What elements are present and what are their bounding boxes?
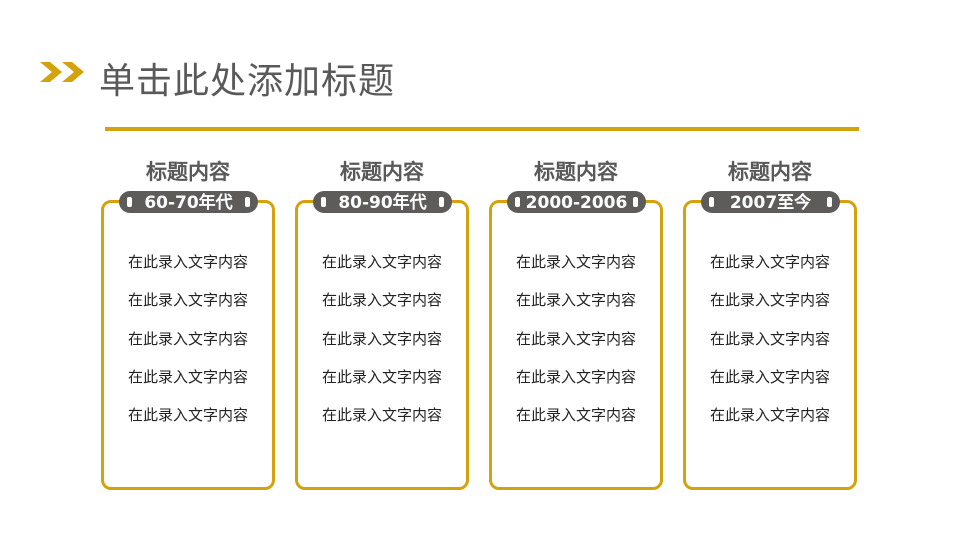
list-item[interactable]: 在此录入文字内容: [127, 367, 248, 386]
period-label[interactable]: 80-90年代: [338, 193, 427, 213]
list-item[interactable]: 在此录入文字内容: [515, 291, 636, 310]
period-label[interactable]: 2000-2006: [525, 193, 628, 213]
double-chevron-icon: [40, 62, 84, 82]
text-list: 在此录入文字内容 在此录入文字内容 在此录入文字内容 在此录入文字内容 在此录入文字内容: [295, 252, 469, 443]
column-heading[interactable]: 标题内容: [728, 160, 812, 184]
list-item[interactable]: 在此录入文字内容: [321, 329, 442, 348]
pill-dot-icon: [709, 197, 714, 207]
pill-dot-icon: [827, 197, 832, 207]
text-list: 在此录入文字内容 在此录入文字内容 在此录入文字内容 在此录入文字内容 在此录入文字内容: [101, 252, 275, 443]
pill-dot-icon: [245, 197, 250, 207]
period-badge: 2007至今: [701, 191, 840, 213]
list-item[interactable]: 在此录入文字内容: [515, 406, 636, 425]
slide-title[interactable]: 单击此处添加标题: [99, 61, 396, 102]
text-list: 在此录入文字内容 在此录入文字内容 在此录入文字内容 在此录入文字内容 在此录入文字内容: [489, 252, 663, 443]
list-item[interactable]: 在此录入文字内容: [321, 291, 442, 310]
title-divider: [105, 127, 859, 131]
period-label[interactable]: 60-70年代: [144, 193, 233, 213]
pill-dot-icon: [515, 197, 520, 207]
list-item[interactable]: 在此录入文字内容: [515, 367, 636, 386]
text-list: 在此录入文字内容 在此录入文字内容 在此录入文字内容 在此录入文字内容 在此录入文字内容: [683, 252, 857, 443]
list-item[interactable]: 在此录入文字内容: [321, 406, 442, 425]
pill-dot-icon: [321, 197, 326, 207]
list-item[interactable]: 在此录入文字内容: [709, 291, 830, 310]
list-item[interactable]: 在此录入文字内容: [709, 367, 830, 386]
period-badge: 2000-2006: [507, 191, 646, 213]
list-item[interactable]: 在此录入文字内容: [709, 329, 830, 348]
period-badge: 60-70年代: [119, 191, 258, 213]
column-heading[interactable]: 标题内容: [534, 160, 618, 184]
list-item[interactable]: 在此录入文字内容: [709, 253, 830, 271]
pill-dot-icon: [439, 197, 444, 207]
list-item[interactable]: 在此录入文字内容: [515, 253, 636, 271]
pill-dot-icon: [633, 197, 638, 207]
period-badge: 80-90年代: [313, 191, 452, 213]
list-item[interactable]: 在此录入文字内容: [127, 406, 248, 425]
column-heading[interactable]: 标题内容: [146, 160, 230, 184]
list-item[interactable]: 在此录入文字内容: [127, 253, 248, 271]
list-item[interactable]: 在此录入文字内容: [321, 367, 442, 386]
list-item[interactable]: 在此录入文字内容: [709, 406, 830, 425]
list-item[interactable]: 在此录入文字内容: [127, 291, 248, 310]
pill-dot-icon: [127, 197, 132, 207]
column-heading[interactable]: 标题内容: [340, 160, 424, 184]
list-item[interactable]: 在此录入文字内容: [515, 329, 636, 348]
list-item[interactable]: 在此录入文字内容: [127, 329, 248, 348]
list-item[interactable]: 在此录入文字内容: [321, 253, 442, 271]
period-label[interactable]: 2007至今: [729, 193, 812, 213]
